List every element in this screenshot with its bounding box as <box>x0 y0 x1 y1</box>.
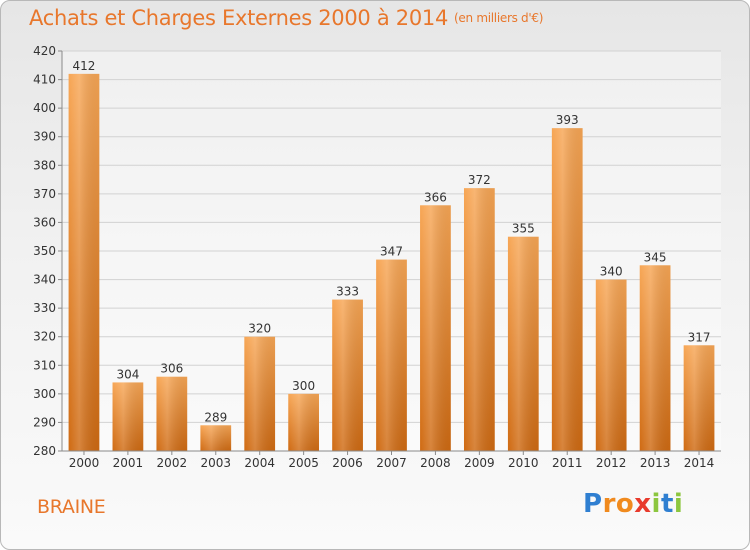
bar-shine <box>68 73 100 451</box>
x-tick-label: 2000 <box>69 456 100 470</box>
logo-letter: i <box>673 489 684 519</box>
x-tick-label: 2004 <box>244 456 275 470</box>
data-label: 347 <box>380 245 403 259</box>
logo-letter: o <box>615 489 635 519</box>
x-tick-label: 2011 <box>552 456 583 470</box>
bar-shine <box>288 393 320 451</box>
bar-shine <box>112 382 144 451</box>
y-tick-label: 350 <box>33 244 56 258</box>
x-tick-label: 2013 <box>640 456 671 470</box>
data-label: 372 <box>468 173 491 187</box>
y-tick-label: 300 <box>33 387 56 401</box>
x-tick-label: 2010 <box>508 456 539 470</box>
data-label: 300 <box>292 379 315 393</box>
x-tick-label: 2014 <box>684 456 715 470</box>
y-tick-label: 290 <box>33 415 56 429</box>
y-tick-label: 310 <box>33 358 56 372</box>
logo-letter: t <box>660 489 674 519</box>
y-tick-label: 400 <box>33 101 56 115</box>
data-label: 317 <box>688 330 711 344</box>
y-tick-label: 380 <box>33 158 56 172</box>
y-tick-label: 360 <box>33 215 56 229</box>
data-label: 345 <box>644 250 667 264</box>
data-labels: 412 304 306 289 320 300 333 347 366 372 355 393 340 3… <box>73 59 711 424</box>
x-tick-label: 2006 <box>332 456 363 470</box>
x-tick-label: 2012 <box>596 456 627 470</box>
bar-shine <box>420 205 451 451</box>
y-tick-label: 390 <box>33 130 56 144</box>
data-label: 320 <box>248 322 271 336</box>
logo-letter: r <box>602 489 616 519</box>
x-tick-label: 2001 <box>113 456 144 470</box>
bar-shine <box>507 236 539 451</box>
data-label: 306 <box>160 362 183 376</box>
x-tick-label: 2009 <box>464 456 495 470</box>
y-tick-label: 410 <box>33 73 56 87</box>
data-label: 289 <box>204 410 227 424</box>
chart-title-text: Achats et Charges Externes 2000 à 2014 <box>29 6 449 30</box>
bar-shine <box>332 299 363 451</box>
bar-shine <box>156 376 188 451</box>
bar-shine <box>683 345 715 451</box>
data-label: 366 <box>424 190 447 204</box>
y-tick-label: 340 <box>33 273 56 287</box>
logo-letter: P <box>583 489 603 519</box>
data-label: 304 <box>116 367 139 381</box>
bar-shine <box>551 128 583 451</box>
x-tick-label: 2005 <box>288 456 319 470</box>
logo-letter: i <box>651 489 661 519</box>
data-label: 333 <box>336 285 359 299</box>
x-tick-label: 2008 <box>420 456 451 470</box>
commune-name: BRAINE <box>37 496 106 518</box>
bar-shine <box>376 259 407 451</box>
data-label: 412 <box>73 59 96 73</box>
y-tick-label: 320 <box>33 330 56 344</box>
bar-shine <box>595 279 627 451</box>
data-label: 355 <box>512 222 535 236</box>
bar-shine <box>463 188 495 451</box>
chart-title: Achats et Charges Externes 2000 à 2014 (e… <box>29 6 543 30</box>
data-label: 340 <box>600 265 623 279</box>
y-tick-label: 280 <box>33 444 56 458</box>
proxiti-logo: Proxiti <box>583 489 683 519</box>
y-tick-label: 370 <box>33 187 56 201</box>
x-tick-label: 2002 <box>157 456 188 470</box>
bars <box>68 73 715 451</box>
x-tick-label: 2003 <box>200 456 231 470</box>
y-axis: 280 290 300 310 320 330 340 350 360 370 380 390 400 4… <box>33 44 62 458</box>
x-axis: 2000 2001 2002 2003 2004 2005 2006 2007 2008 2009… <box>69 451 715 470</box>
bar-shine <box>200 425 232 451</box>
bar-shine <box>639 265 671 451</box>
y-tick-label: 330 <box>33 301 56 315</box>
logo-letter: x <box>634 489 652 519</box>
data-label: 393 <box>556 113 579 127</box>
y-tick-label: 420 <box>33 44 56 58</box>
x-tick-label: 2007 <box>376 456 407 470</box>
bar-shine <box>244 336 276 451</box>
chart-unit-note: (en milliers d'€) <box>454 11 544 25</box>
